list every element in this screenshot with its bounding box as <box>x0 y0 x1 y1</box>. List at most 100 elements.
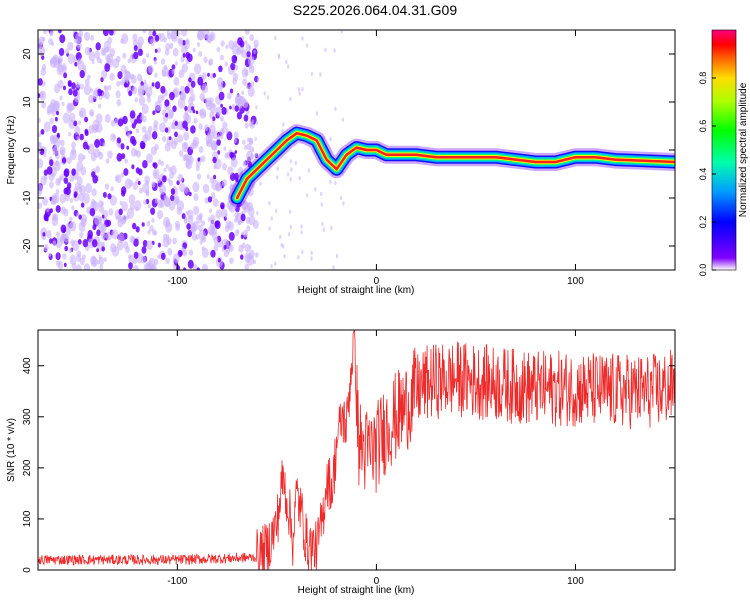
noise-speck <box>42 232 46 237</box>
noise-speck <box>132 138 137 146</box>
spectrogram-xtick-label: -100 <box>167 276 187 287</box>
noise-speck <box>187 259 194 269</box>
noise-speck <box>74 125 81 135</box>
noise-speck <box>133 119 138 125</box>
noise-speck <box>135 226 140 233</box>
noise-speck <box>109 72 115 81</box>
noise-speck <box>106 219 112 227</box>
noise-speck <box>57 79 64 89</box>
noise-speck <box>128 194 136 205</box>
noise-speck <box>178 69 185 79</box>
noise-speck <box>70 239 75 246</box>
noise-speck <box>52 240 57 246</box>
noise-speck <box>56 132 60 138</box>
noise-speck <box>121 33 129 45</box>
noise-speck <box>188 87 194 95</box>
noise-speck <box>205 140 210 146</box>
noise-speck <box>89 87 94 93</box>
noise-speck <box>340 30 343 34</box>
noise-speck <box>135 150 141 158</box>
noise-speck <box>91 239 98 248</box>
noise-speck <box>49 117 54 125</box>
noise-speck <box>67 103 74 112</box>
noise-speck <box>138 96 146 106</box>
noise-speck <box>94 215 102 226</box>
noise-speck <box>168 136 172 141</box>
noise-speck <box>179 182 186 193</box>
noise-speck <box>142 239 148 248</box>
noise-speck <box>65 222 70 229</box>
noise-speck <box>201 246 205 251</box>
noise-speck <box>130 147 137 157</box>
noise-speck <box>173 138 179 146</box>
noise-speck <box>185 160 190 168</box>
noise-speck <box>287 64 290 69</box>
noise-speck <box>128 262 133 270</box>
noise-speck <box>55 252 61 261</box>
noise-speck <box>209 229 214 236</box>
noise-speck <box>212 156 217 164</box>
noise-speck <box>179 250 183 256</box>
noise-speck <box>171 68 176 75</box>
noise-speck <box>248 56 255 66</box>
noise-speck <box>59 146 66 156</box>
noise-speck <box>213 164 217 170</box>
noise-speck <box>51 198 56 205</box>
noise-speck <box>229 105 232 110</box>
noise-speck <box>187 230 193 238</box>
noise-speck <box>90 111 94 117</box>
noise-speck <box>245 216 251 224</box>
noise-speck <box>69 254 77 266</box>
noise-speck <box>324 47 327 52</box>
noise-speck <box>180 30 188 37</box>
noise-speck <box>221 204 224 210</box>
noise-speck <box>246 50 251 58</box>
noise-speck <box>168 179 174 186</box>
noise-speck <box>255 120 258 126</box>
noise-speck <box>67 53 75 65</box>
noise-speck <box>101 241 105 248</box>
noise-speck <box>195 110 199 115</box>
ridge-core <box>235 131 675 200</box>
noise-speck <box>222 163 227 171</box>
noise-speck <box>141 103 149 114</box>
noise-speck <box>152 30 157 37</box>
noise-speck <box>307 168 310 173</box>
noise-speck <box>132 33 138 42</box>
noise-speck <box>178 150 184 157</box>
noise-speck <box>40 67 46 76</box>
noise-speck <box>305 43 309 48</box>
noise-speck <box>181 213 186 220</box>
noise-speck <box>94 50 101 59</box>
spectrogram-ytick-label: -20 <box>22 238 33 253</box>
noise-speck <box>69 216 73 222</box>
noise-speck <box>276 166 279 171</box>
noise-speck <box>153 171 158 177</box>
noise-speck <box>160 252 166 260</box>
noise-speck <box>102 191 107 198</box>
noise-speck <box>163 64 167 71</box>
noise-speck <box>242 78 248 86</box>
noise-speck <box>133 45 138 51</box>
snr-ytick-label: 200 <box>22 459 33 476</box>
noise-speck <box>182 267 187 270</box>
noise-speck <box>137 73 142 82</box>
noise-speck <box>126 214 130 220</box>
noise-speck <box>190 80 196 88</box>
noise-speck <box>216 46 221 53</box>
colorbar-tick-label: 0.2 <box>698 216 708 229</box>
noise-speck <box>151 181 156 188</box>
noise-speck <box>159 184 166 195</box>
noise-speck <box>42 36 46 42</box>
noise-speck <box>95 42 101 51</box>
spectrogram-ytick-label: -10 <box>22 190 33 205</box>
noise-speck <box>126 145 130 150</box>
noise-speck <box>76 41 82 49</box>
noise-speck <box>163 167 167 173</box>
noise-speck <box>52 146 59 156</box>
noise-speck <box>182 53 186 58</box>
noise-speck <box>314 187 317 192</box>
noise-speck <box>248 249 255 259</box>
